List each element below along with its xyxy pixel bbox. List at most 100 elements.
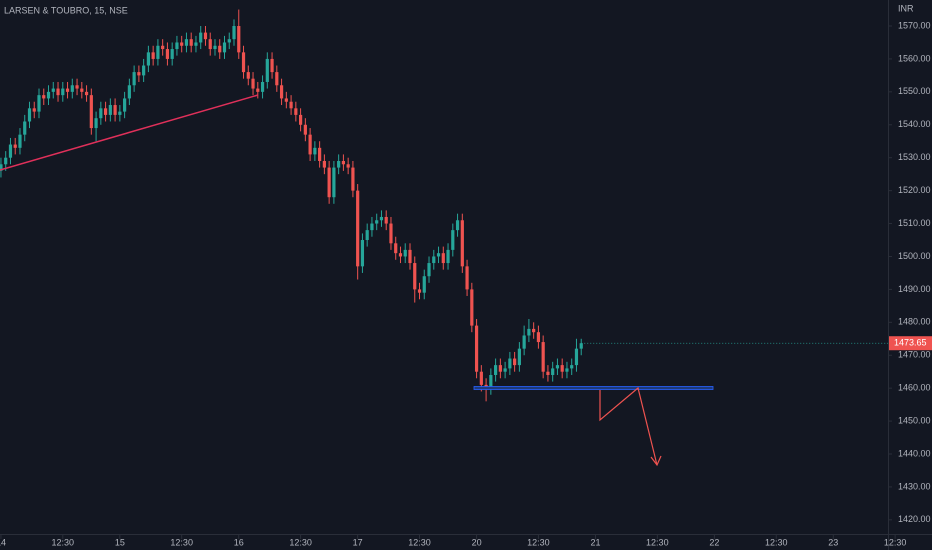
candle-body [23,121,27,135]
candle-body [522,335,526,349]
candle-body [108,105,112,115]
candles [0,9,583,402]
x-tick-label: 12:30 [765,537,788,547]
candle-body [184,39,189,46]
candle-body [346,164,350,168]
candle-body [532,328,536,333]
candle-body [246,72,250,79]
candle-body [389,223,393,244]
candle-body [436,253,441,257]
candle-body [536,332,541,343]
candle-body [574,348,579,366]
candle-body [256,88,260,92]
candle-body [65,88,70,92]
candle-body [370,223,374,231]
candle-body [227,39,231,43]
candle-body [322,160,326,168]
candle-body [127,85,131,99]
candle-body [579,343,583,349]
candle-body [37,95,41,112]
candle-body [151,52,155,59]
candle-body [474,325,479,372]
candle-body [308,134,312,155]
candle-body [413,263,417,290]
candle-body [170,49,174,59]
candle-body [123,98,127,112]
x-tick-label: 17 [353,537,363,547]
candle-body [189,39,193,46]
candle-body [546,371,550,375]
x-tick-label: 12:30 [408,537,431,547]
x-tick-label: 23 [828,537,838,547]
candle-body [270,58,274,73]
candle-body [517,348,521,366]
candle-body [237,26,241,53]
x-tick-label: 16 [234,537,244,547]
y-tick-label: 1500.00 [898,251,931,261]
candle-body [32,108,36,112]
candle-body [75,85,79,89]
candle-body [203,32,208,40]
candle-body [427,263,431,277]
candle-body [260,81,265,92]
candle-body [213,45,217,50]
candle-body [351,167,355,191]
candle-body [470,289,474,326]
candle-body [0,164,3,171]
x-tick-label: 12:30 [170,537,193,547]
y-tick-label: 1490.00 [898,284,931,294]
candle-body [384,216,388,224]
candle-body [422,276,426,293]
candle-body [42,95,46,99]
y-tick-label: 1550.00 [898,86,931,96]
candle-body [80,88,84,92]
arrow-head [650,455,662,467]
candle-body [408,249,412,264]
candle-body [379,216,384,221]
candle-body [99,108,103,119]
x-tick-label: 21 [590,537,600,547]
candle-body [222,42,227,53]
candle-body [360,240,365,267]
candle-body [513,358,517,366]
candle-body [165,49,170,59]
candle-body [27,108,32,122]
candle-body [498,365,502,372]
y-tick-label: 1480.00 [898,317,931,327]
candle-body [194,42,198,46]
candle-body [565,368,569,372]
candle-body [175,42,179,50]
candle-body [551,368,555,375]
candle-body [265,58,269,82]
y-tick-label: 1540.00 [898,119,931,129]
candle-body [94,118,98,129]
candle-body [441,253,445,264]
candle-body [84,91,89,96]
x-tick-label: 12:30 [52,537,75,547]
candle-body [417,289,422,293]
candle-body [356,190,360,267]
candle-body [218,45,222,53]
candle-body [275,72,279,86]
candle-body [465,266,469,290]
candle-body [4,157,8,165]
candle-body [89,95,93,129]
candle-body [446,249,450,264]
support-zone [473,386,714,390]
candle-body [527,328,531,336]
candle-body [51,88,55,92]
candle-body [337,160,341,168]
candle-body [494,365,498,375]
last-price-box [889,336,932,351]
candle-body [113,105,117,115]
y-tick-label: 1560.00 [898,53,931,63]
y-tick-label: 1510.00 [898,218,931,228]
candle-body [375,220,379,224]
candle-body [284,98,288,102]
candle-body [118,111,122,115]
candle-body [8,144,13,158]
y-tick-label: 1570.00 [898,20,931,30]
candle-body [18,134,22,148]
candle-body [432,256,436,264]
